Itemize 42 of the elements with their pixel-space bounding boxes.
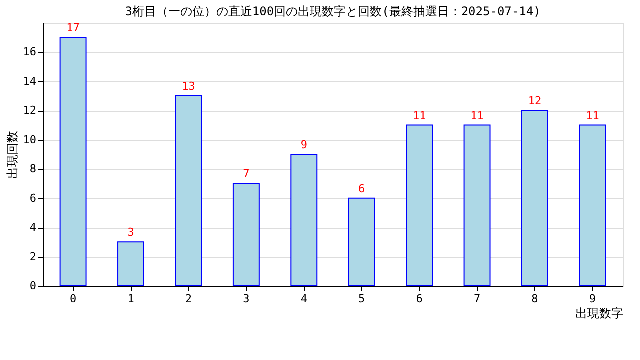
bar bbox=[232, 183, 260, 286]
bar bbox=[406, 124, 434, 286]
bar bbox=[522, 110, 548, 286]
data-label: 11 bbox=[470, 109, 484, 122]
y-tick-label: 2 bbox=[30, 250, 36, 264]
x-tick-label: 9 bbox=[589, 292, 596, 306]
y-tick-label: 8 bbox=[30, 162, 36, 176]
y-tick-label: 12 bbox=[23, 104, 36, 118]
x-tick-label: 4 bbox=[300, 292, 308, 306]
y-tick-label: 6 bbox=[30, 192, 36, 205]
data-label: 13 bbox=[182, 80, 196, 94]
bar bbox=[290, 154, 318, 286]
data-label: 9 bbox=[300, 138, 308, 152]
x-tick-label: 0 bbox=[70, 292, 77, 306]
data-label: 11 bbox=[586, 109, 600, 122]
y-tick-label: 16 bbox=[23, 46, 36, 59]
bar bbox=[175, 96, 202, 286]
x-tick-label: 3 bbox=[243, 292, 250, 306]
chart-title: 3桁目（一の位）の直近100回の出現数字と回数(最終抽選日：2025-07-14) bbox=[125, 4, 541, 19]
data-label: 6 bbox=[358, 182, 366, 196]
y-axis-title: 出現回数 bbox=[5, 131, 20, 179]
x-tick-label: 7 bbox=[474, 292, 481, 306]
x-tick-label: 8 bbox=[532, 292, 538, 306]
x-tick-label: 2 bbox=[185, 292, 192, 306]
bar bbox=[579, 124, 606, 286]
data-label: 11 bbox=[412, 109, 426, 122]
y-tick-label: 14 bbox=[23, 74, 37, 88]
data-label: 3 bbox=[128, 226, 134, 240]
x-tick-label: 6 bbox=[416, 292, 423, 306]
y-tick-label: 0 bbox=[30, 280, 36, 292]
data-label: 12 bbox=[528, 94, 542, 108]
x-tick-label: 1 bbox=[128, 292, 134, 306]
bar bbox=[118, 242, 144, 286]
bar bbox=[60, 37, 87, 286]
bar bbox=[348, 198, 376, 286]
data-label: 17 bbox=[66, 22, 80, 35]
x-tick-label: 5 bbox=[358, 292, 366, 306]
data-label: 7 bbox=[243, 168, 250, 181]
x-axis-title: 出現数字 bbox=[576, 306, 624, 320]
y-tick-label: 10 bbox=[23, 133, 36, 146]
y-tick-label: 4 bbox=[30, 221, 37, 234]
bar bbox=[464, 124, 491, 286]
